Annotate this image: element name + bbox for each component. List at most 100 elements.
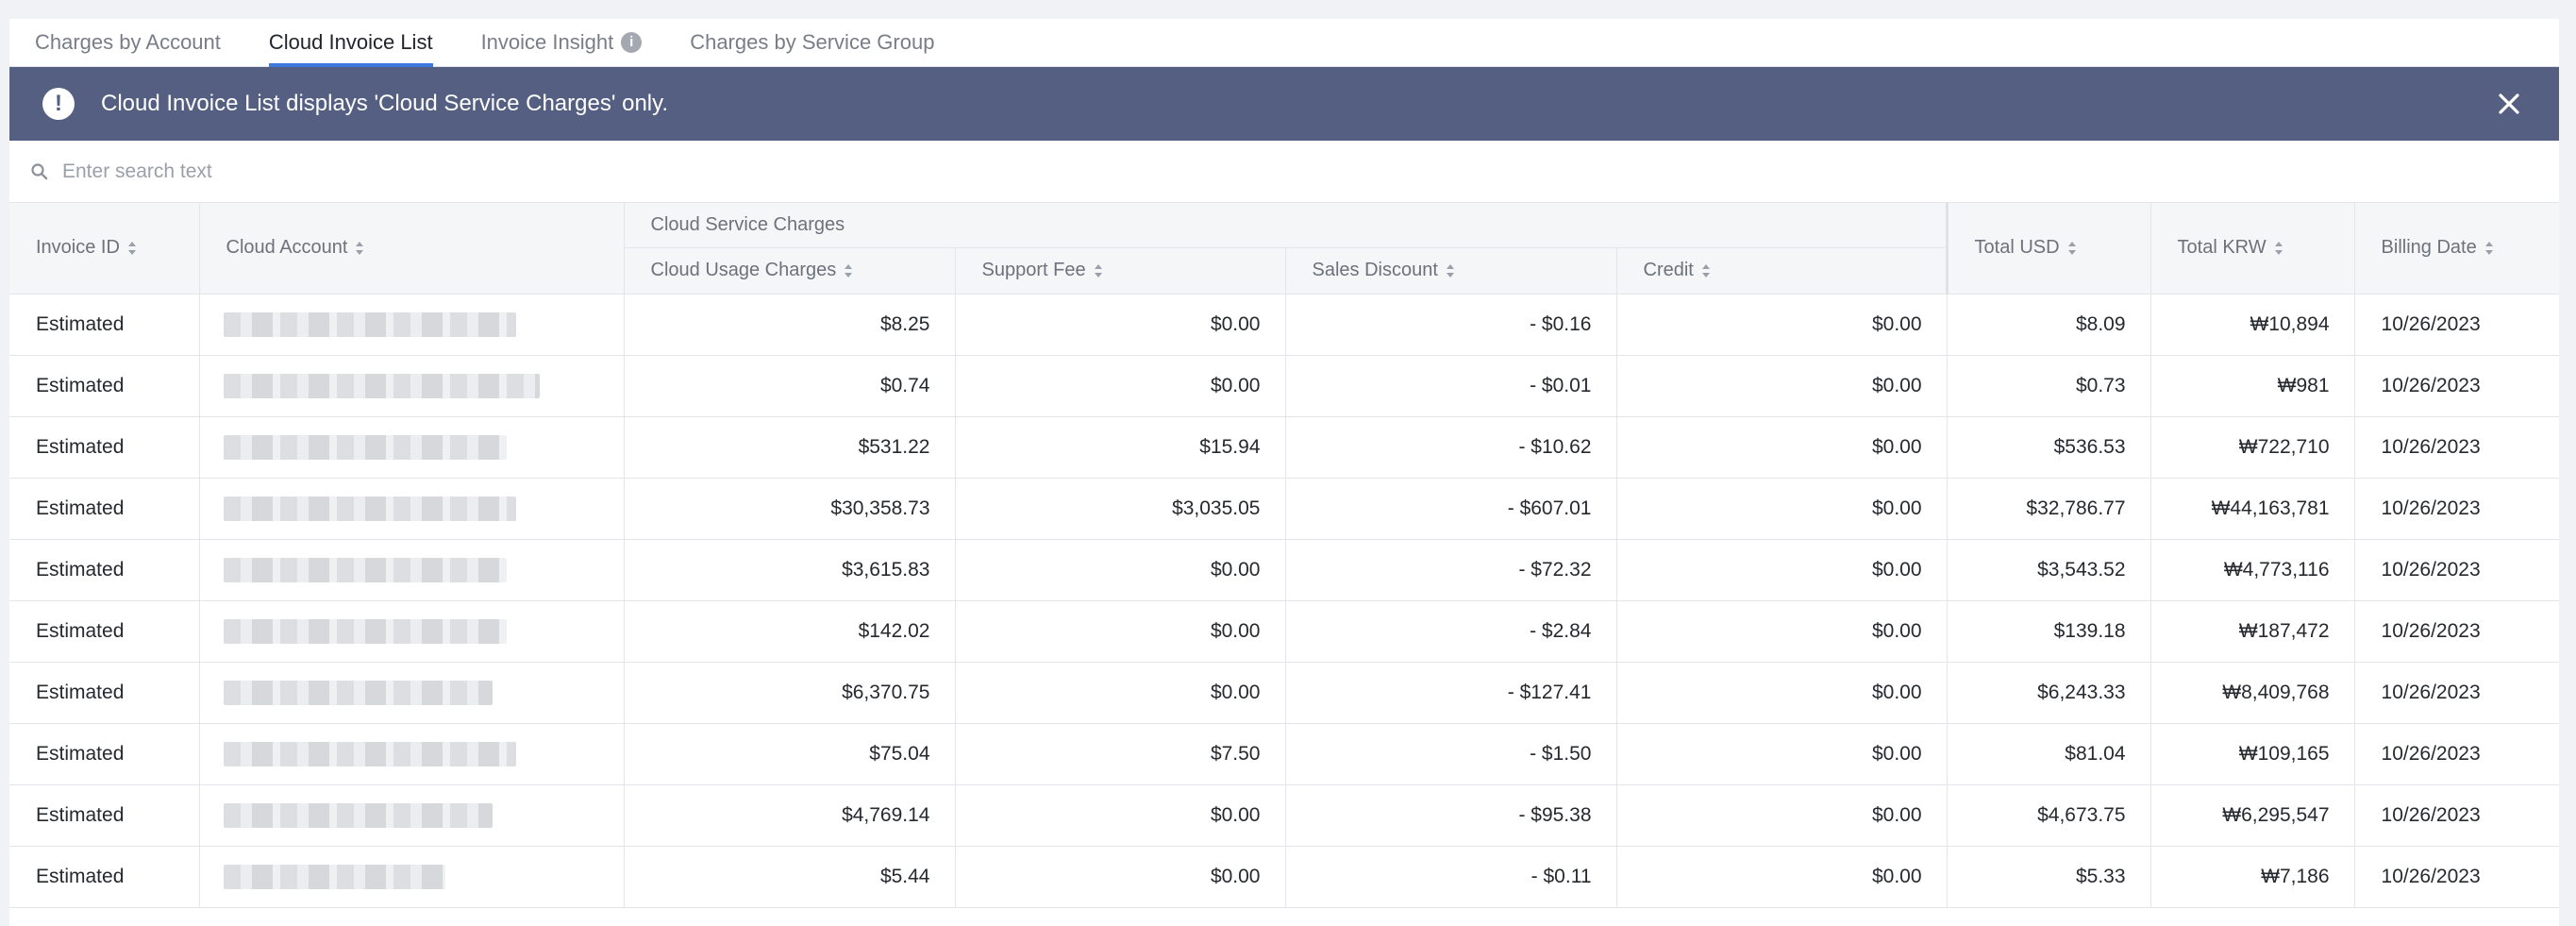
redacted-account-name: [223, 618, 507, 644]
tab-charges-by-account[interactable]: Charges by Account: [35, 18, 221, 66]
cell-billing-date: 10/26/2023: [2354, 600, 2560, 663]
cell-billing-date: 10/26/2023: [2354, 662, 2560, 724]
search-icon: [31, 162, 48, 179]
cell-billing-date: 10/26/2023: [2354, 539, 2560, 601]
cell-support-fee: $0.00: [955, 539, 1286, 601]
banner-message: Cloud Invoice List displays 'Cloud Servi…: [101, 91, 669, 116]
col-sales-discount[interactable]: Sales Discount: [1285, 247, 1617, 295]
cell-total-krw: ₩722,710: [2150, 416, 2355, 479]
sort-icon[interactable]: [2067, 241, 2077, 256]
table-row[interactable]: Estimated $4,769.14 $0.00- $95.38 $0.00 $4,6…: [9, 784, 2560, 847]
sort-icon[interactable]: [844, 263, 853, 278]
cell-cloud-account: [199, 600, 625, 663]
sort-icon[interactable]: [1446, 263, 1455, 278]
tab-charges-by-service-group[interactable]: Charges by Service Group: [690, 18, 934, 66]
cell-invoice-id: Estimated: [9, 662, 200, 724]
cell-sales-discount: - $2.84: [1285, 600, 1617, 663]
tab-bar: Charges by Account Cloud Invoice List In…: [9, 19, 2559, 67]
cell-support-fee: $3,035.05: [955, 478, 1286, 540]
cell-total-usd: $32,786.77: [1947, 478, 2151, 540]
cell-total-usd: $4,673.75: [1947, 784, 2151, 847]
cell-total-krw: ₩10,894: [2150, 294, 2355, 356]
sort-icon[interactable]: [2274, 241, 2283, 256]
sort-icon[interactable]: [1701, 263, 1711, 278]
cell-billing-date: 10/26/2023: [2354, 784, 2560, 847]
tab-cloud-invoice-list[interactable]: Cloud Invoice List: [268, 18, 433, 67]
cell-credit: $0.00: [1616, 294, 1948, 356]
cell-billing-date: 10/26/2023: [2354, 723, 2560, 785]
cell-cloud-account: [199, 478, 625, 540]
cell-credit: $0.00: [1616, 723, 1948, 785]
sort-icon[interactable]: [1094, 263, 1103, 278]
cell-total-usd: $139.18: [1947, 600, 2151, 663]
table-row[interactable]: Estimated $142.02 $0.00- $2.84 $0.00 $139.18…: [9, 600, 2560, 663]
cell-cloud-usage-charges: $8.25: [624, 294, 956, 356]
invoice-panel: Charges by Account Cloud Invoice List In…: [9, 19, 2560, 926]
cell-total-krw: ₩44,163,781: [2150, 478, 2355, 540]
col-support-fee[interactable]: Support Fee: [955, 247, 1286, 295]
table-row[interactable]: Estimated $8.25 $0.00- $0.16 $0.00 $8.09 ₩10,…: [9, 294, 2560, 356]
cell-cloud-usage-charges: $4,769.14: [624, 784, 956, 847]
cell-billing-date: 10/26/2023: [2354, 416, 2560, 479]
search-input[interactable]: [62, 160, 817, 183]
cell-credit: $0.00: [1616, 784, 1948, 847]
table-row[interactable]: Estimated $6,370.75 $0.00- $127.41 $0.00 $6,…: [9, 662, 2560, 724]
col-group-cloud-service-charges: Cloud Service Charges: [624, 203, 1949, 248]
col-cloud-account[interactable]: Cloud Account: [199, 203, 625, 295]
table-row[interactable]: Estimated $75.04 $7.50- $1.50 $0.00 $81.04 ₩1…: [9, 723, 2560, 785]
cell-cloud-account: [199, 539, 625, 601]
cell-support-fee: $0.00: [955, 662, 1286, 724]
cell-support-fee: $0.00: [955, 355, 1286, 417]
cell-invoice-id: Estimated: [9, 784, 200, 847]
cell-sales-discount: - $1.50: [1285, 723, 1617, 785]
cell-sales-discount: - $0.01: [1285, 355, 1617, 417]
header-label: Cloud Account: [226, 237, 348, 259]
cell-support-fee: $0.00: [955, 600, 1286, 663]
table-row[interactable]: Estimated $0.74 $0.00- $0.01 $0.00 $0.73 ₩981…: [9, 355, 2560, 417]
cell-cloud-account: [199, 846, 625, 908]
redacted-account-name: [223, 434, 507, 460]
cell-cloud-usage-charges: $3,615.83: [624, 539, 956, 601]
sort-icon[interactable]: [127, 241, 137, 256]
col-credit[interactable]: Credit: [1616, 247, 1949, 295]
header-label: Total KRW: [2177, 237, 2267, 259]
sort-icon[interactable]: [355, 241, 364, 256]
cell-total-krw: ₩7,186: [2150, 846, 2355, 908]
cell-total-krw: ₩8,409,768: [2150, 662, 2355, 724]
cell-total-krw: ₩187,472: [2150, 600, 2355, 663]
cell-support-fee: $0.00: [955, 784, 1286, 847]
col-cloud-usage-charges[interactable]: Cloud Usage Charges: [624, 247, 956, 295]
col-invoice-id[interactable]: Invoice ID: [9, 203, 200, 295]
cell-total-usd: $5.33: [1947, 846, 2151, 908]
cell-sales-discount: - $0.16: [1285, 294, 1617, 356]
cell-total-usd: $81.04: [1947, 723, 2151, 785]
cell-total-krw: ₩4,773,116: [2150, 539, 2355, 601]
table-row[interactable]: Estimated $30,358.73 $3,035.05- $607.01 $0.…: [9, 478, 2560, 540]
table-row[interactable]: Estimated $3,615.83 $0.00- $72.32 $0.00 $3,5…: [9, 539, 2560, 601]
sort-icon[interactable]: [2484, 241, 2494, 256]
cell-total-krw: ₩6,295,547: [2150, 784, 2355, 847]
col-total-usd[interactable]: Total USD: [1947, 203, 2151, 295]
cell-cloud-account: [199, 723, 625, 785]
table-row[interactable]: Estimated $531.22 $15.94- $10.62 $0.00 $536.…: [9, 416, 2560, 479]
cell-invoice-id: Estimated: [9, 846, 200, 908]
cell-cloud-usage-charges: $142.02: [624, 600, 956, 663]
cell-total-usd: $3,543.52: [1947, 539, 2151, 601]
cell-cloud-account: [199, 416, 625, 479]
info-banner: ! Cloud Invoice List displays 'Cloud Ser…: [9, 67, 2559, 141]
col-total-krw[interactable]: Total KRW: [2150, 203, 2355, 295]
cell-sales-discount: - $607.01: [1285, 478, 1617, 540]
cell-support-fee: $7.50: [955, 723, 1286, 785]
col-billing-date[interactable]: Billing Date: [2354, 203, 2560, 295]
cell-invoice-id: Estimated: [9, 600, 200, 663]
tab-invoice-insight[interactable]: Invoice Insight i: [481, 18, 643, 66]
close-icon[interactable]: [2493, 88, 2525, 120]
cell-cloud-usage-charges: $0.74: [624, 355, 956, 417]
info-icon[interactable]: i: [621, 31, 643, 53]
redacted-account-name: [223, 802, 493, 828]
cell-invoice-id: Estimated: [9, 294, 200, 356]
alert-icon: !: [42, 88, 75, 120]
header-label: Sales Discount: [1312, 260, 1438, 280]
table-row[interactable]: Estimated $5.44 $0.00- $0.11 $0.00 $5.33 ₩7,1…: [9, 846, 2560, 908]
cell-total-usd: $6,243.33: [1947, 662, 2151, 724]
